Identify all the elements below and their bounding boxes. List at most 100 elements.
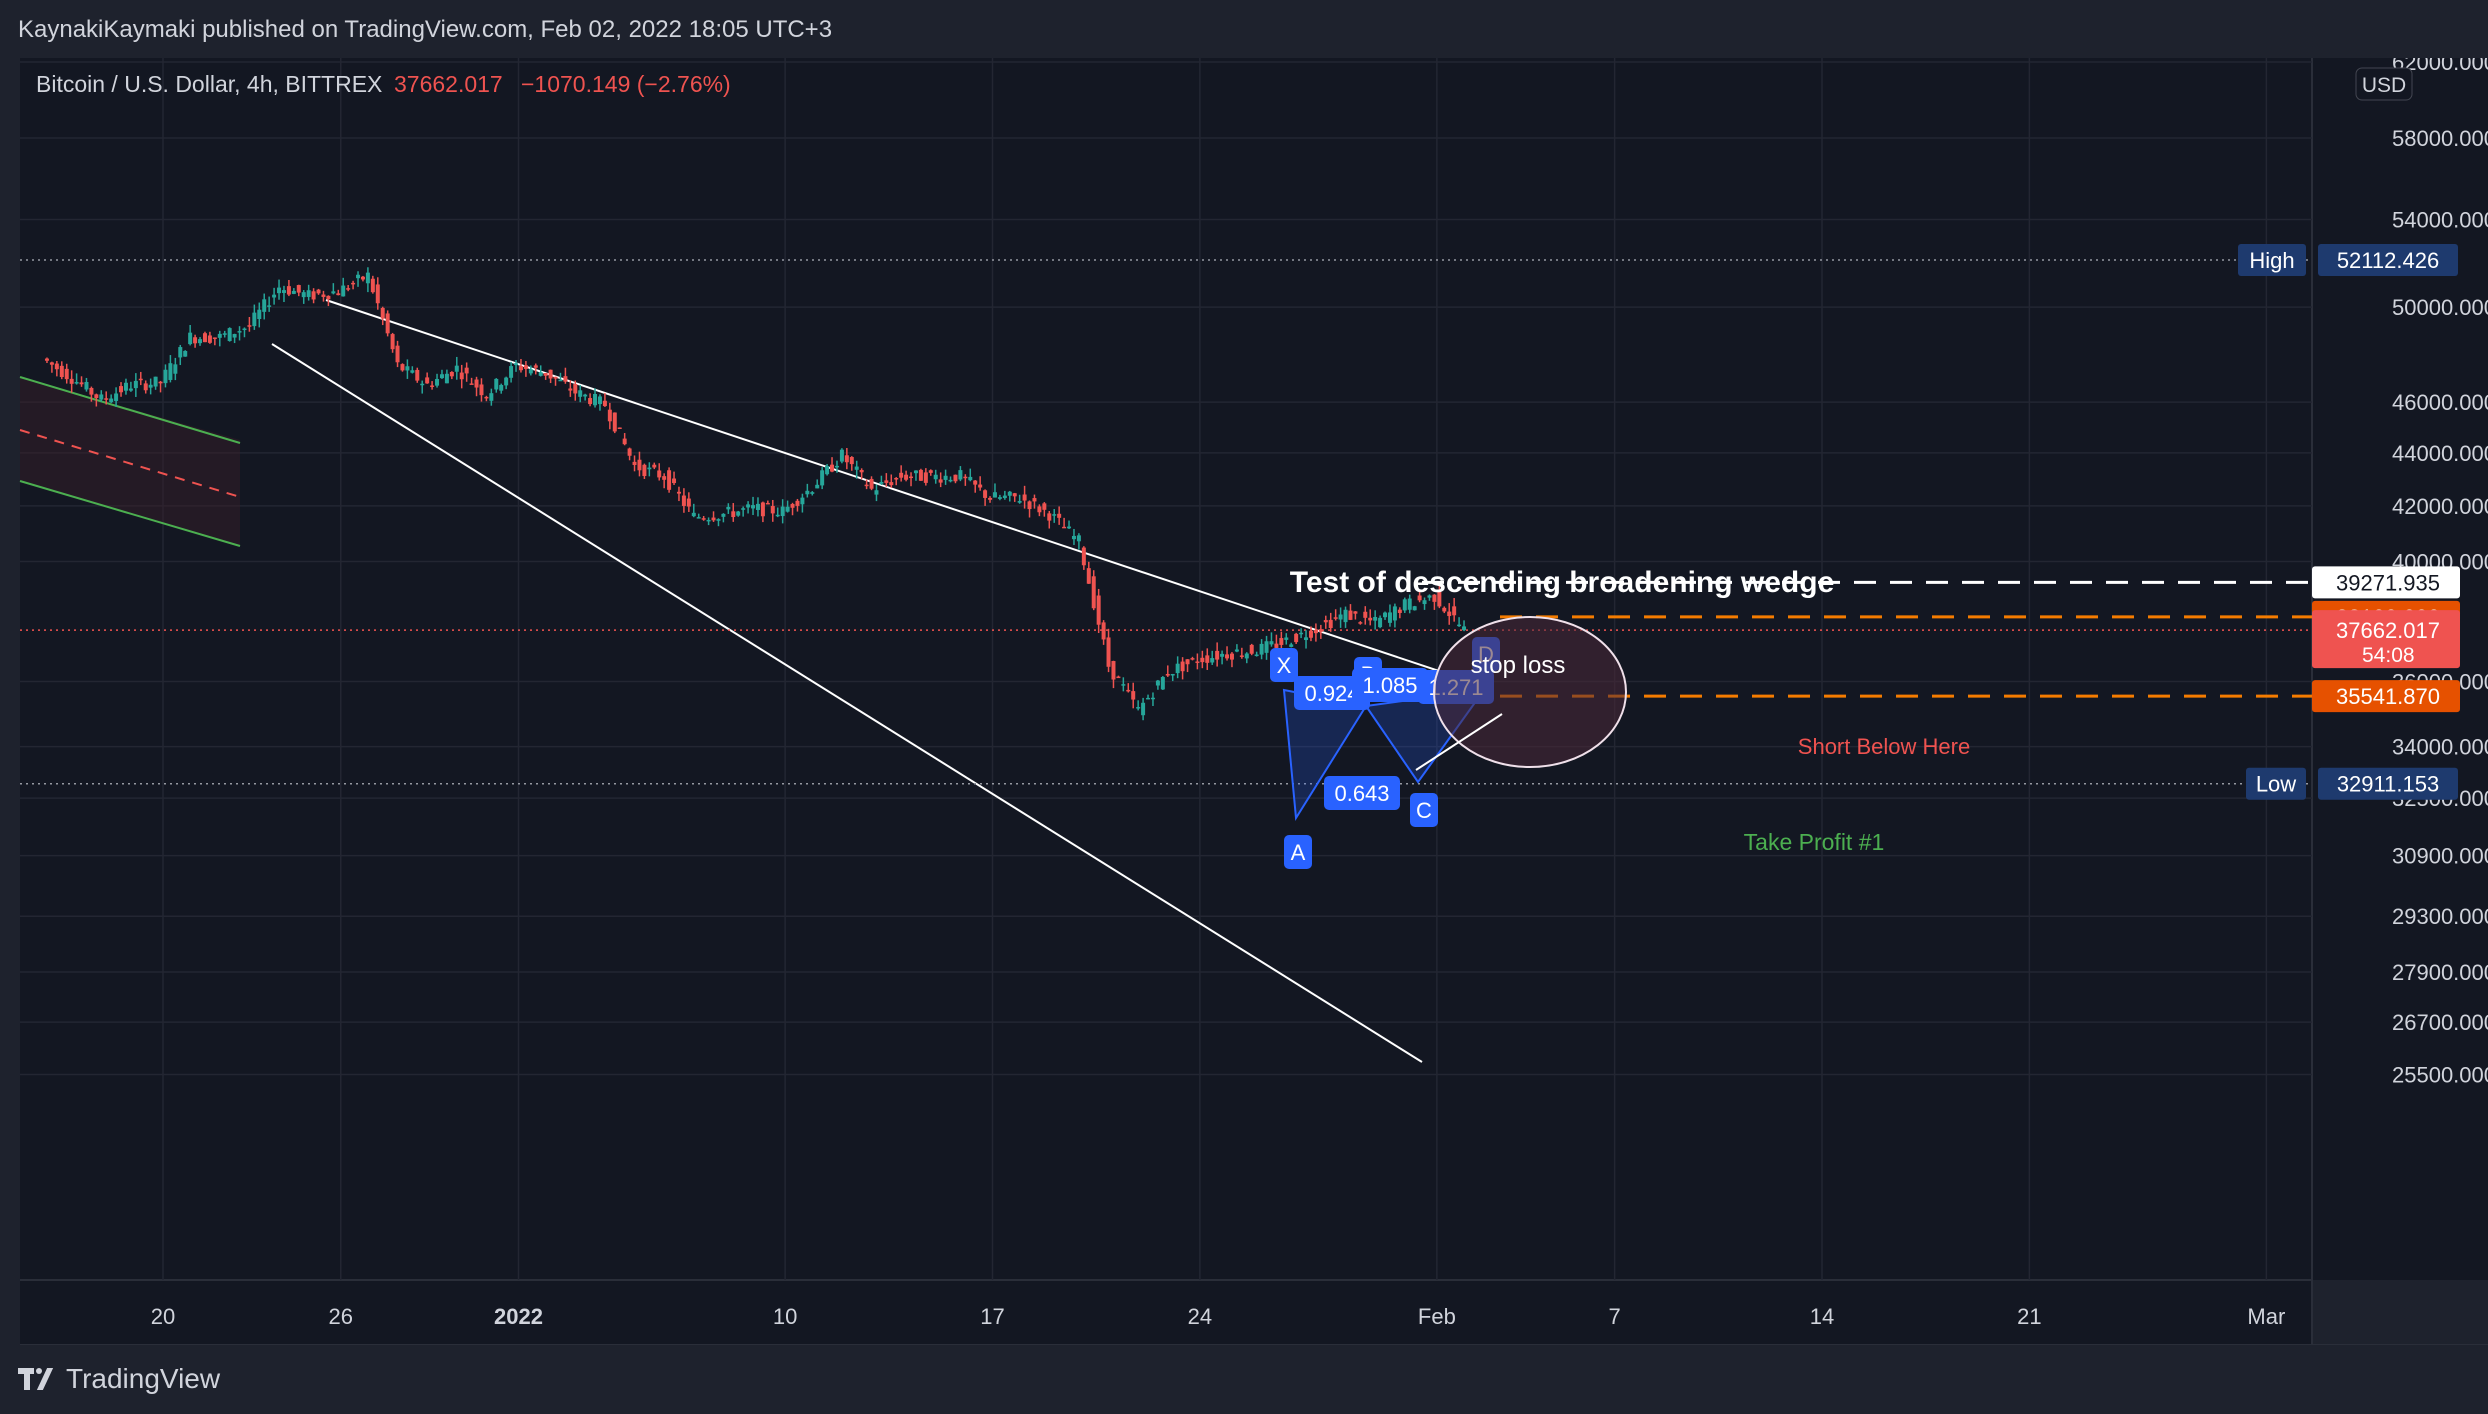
last-price-label: 37662.017 <box>2336 618 2440 643</box>
candle-body <box>1037 506 1042 513</box>
candle-body <box>1368 617 1373 621</box>
candle-body <box>133 380 138 389</box>
currency-badge[interactable] <box>2355 67 2413 101</box>
candle-body <box>642 464 647 477</box>
published-by-text: KaynakiKaymaki published on TradingView.… <box>18 16 833 43</box>
pattern-ratio-label: 0.924 <box>1304 681 1359 706</box>
price-tick-label: 50000.000 <box>2392 295 2488 320</box>
time-tick-label: 7 <box>1609 1304 1621 1329</box>
green-channel <box>19 376 241 547</box>
candle-body <box>494 378 499 390</box>
candle-body <box>607 409 612 422</box>
candle-body <box>701 518 706 520</box>
time-tick-label: 26 <box>329 1304 353 1329</box>
candle-body <box>1244 653 1249 659</box>
candle-body <box>1121 684 1126 686</box>
chart-annotations: Test of descending broadening wedge stop … <box>1290 566 1970 855</box>
candle-body <box>454 365 459 372</box>
price-tick-label: 42000.000 <box>2392 494 2488 519</box>
tradingview-logo-icon <box>18 1368 58 1390</box>
candle-body <box>1462 626 1467 631</box>
candle-body <box>543 373 548 376</box>
plot-area[interactable] <box>20 58 2312 1280</box>
candle-body <box>953 474 958 482</box>
candle-body <box>785 506 790 512</box>
candle-body <box>499 384 504 391</box>
pattern-point-badge <box>1410 793 1438 827</box>
candle-body <box>632 461 637 465</box>
candle-body <box>933 474 938 480</box>
candle-body <box>1205 655 1210 663</box>
channel-fill <box>20 377 240 546</box>
candle-body <box>820 470 825 486</box>
candle-body <box>1269 641 1274 645</box>
candle-body <box>583 394 588 397</box>
candle-body <box>370 278 375 293</box>
candle-body <box>1225 654 1230 659</box>
candle-body <box>207 335 212 343</box>
candle-body <box>1071 535 1076 540</box>
candle-body <box>869 478 874 489</box>
time-tick-label: 24 <box>1188 1304 1212 1329</box>
candle-body <box>1042 503 1047 510</box>
candle-body <box>1284 637 1289 640</box>
candle-body <box>528 369 533 374</box>
candle-body <box>237 331 242 333</box>
candle-body <box>346 288 351 290</box>
candle-body <box>395 345 400 363</box>
candle-body <box>1002 495 1007 499</box>
candle-body <box>1076 535 1081 542</box>
candle-body <box>928 470 933 473</box>
candle-body <box>128 388 133 391</box>
candle-body <box>760 502 765 517</box>
candle-body <box>617 427 622 430</box>
candle-body <box>257 309 262 320</box>
candle-body <box>291 290 296 294</box>
candle-body <box>721 513 726 517</box>
candle-body <box>667 470 672 490</box>
candle-body <box>948 479 953 482</box>
candle-body <box>119 386 124 393</box>
candle-body <box>138 378 143 381</box>
candle-body <box>439 374 444 379</box>
candle-body <box>1062 526 1067 529</box>
candle-body <box>444 373 449 384</box>
candle-body <box>1155 680 1160 686</box>
candle-body <box>59 365 64 378</box>
candle-body <box>859 470 864 473</box>
candle-body <box>1412 606 1417 611</box>
pattern-ratio-label: 0.643 <box>1334 781 1389 806</box>
candle-body <box>548 369 553 379</box>
candle-body <box>1274 643 1279 648</box>
chart-annotation-text: stop loss <box>1471 652 1566 679</box>
candle-body <box>109 398 114 403</box>
candle-body <box>449 371 454 377</box>
time-axis[interactable] <box>20 1280 2312 1345</box>
candle-body <box>736 511 741 516</box>
candle-body <box>1170 674 1175 676</box>
candle-body <box>69 378 74 384</box>
candle-body <box>64 368 69 380</box>
candle-body <box>1032 498 1037 502</box>
brand-name: TradingView <box>66 1363 221 1394</box>
candle-body <box>331 291 336 294</box>
pattern-ratio-label: 1.085 <box>1362 673 1417 698</box>
candle-body <box>864 484 869 487</box>
candle-body <box>938 479 943 483</box>
channel-upper-line <box>19 376 241 444</box>
candle-body <box>1057 513 1062 518</box>
candle-body <box>1106 637 1111 667</box>
candle-body <box>1353 611 1358 614</box>
candle-body <box>657 470 662 478</box>
candle-body <box>296 285 301 293</box>
candle-body <box>242 328 247 331</box>
pattern-ratio-badge <box>1294 676 1370 710</box>
tradingview-brand[interactable]: TradingView <box>18 1363 220 1395</box>
candle-body <box>983 490 988 498</box>
candle-body <box>247 325 252 327</box>
candle-body <box>612 412 617 432</box>
candle-body <box>899 472 904 478</box>
candle-body <box>198 339 203 344</box>
symbol-legend[interactable]: Bitcoin / U.S. Dollar, 4h, BITTREX <box>36 71 382 97</box>
